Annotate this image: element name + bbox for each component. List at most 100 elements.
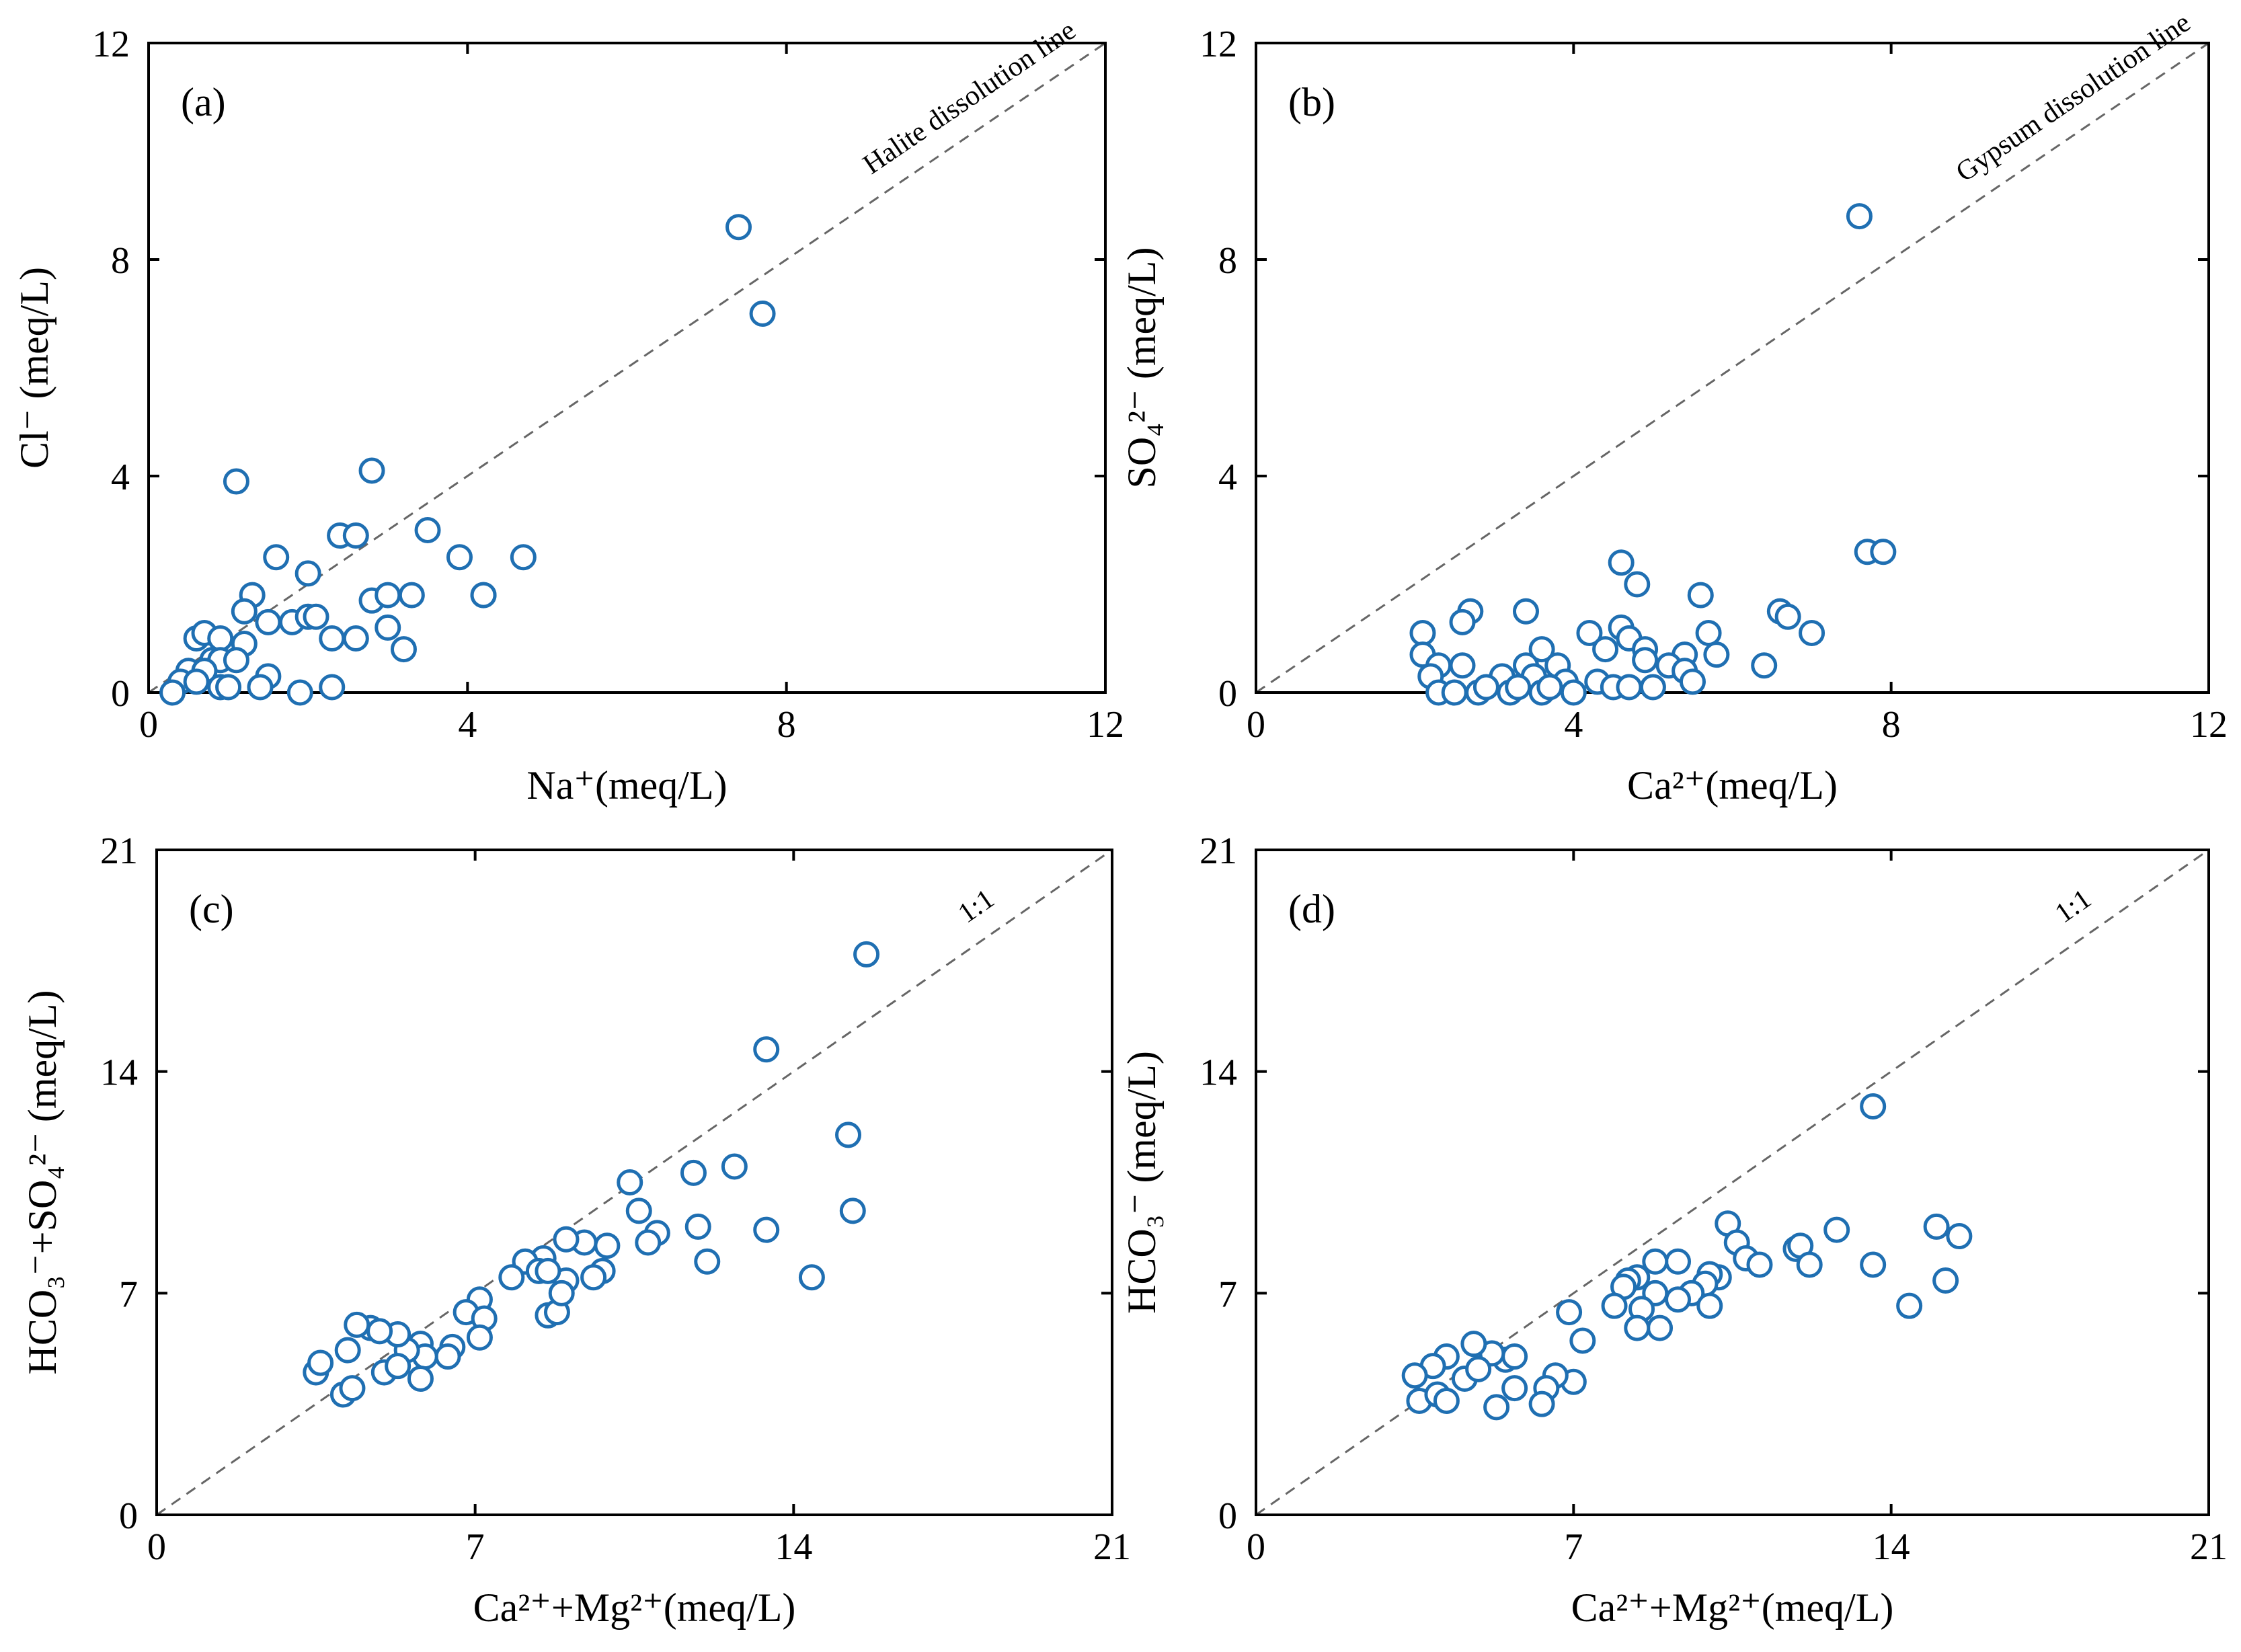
data-point xyxy=(1870,539,1897,565)
y-tick-label: 14 xyxy=(100,1052,138,1094)
data-point xyxy=(1642,1248,1669,1275)
data-point xyxy=(694,1248,721,1275)
data-point xyxy=(319,625,346,652)
reference-line-label: Gypsum dissolution line xyxy=(1951,7,2196,188)
y-tick-label: 21 xyxy=(100,830,138,872)
data-point xyxy=(1703,641,1730,668)
panel-tag: (a) xyxy=(181,80,226,124)
data-point xyxy=(1616,674,1643,701)
data-point xyxy=(286,679,313,706)
x-tick-label: 4 xyxy=(458,704,477,746)
data-point xyxy=(1932,1267,1959,1294)
data-point xyxy=(1823,1216,1850,1243)
plot-frame xyxy=(1255,849,2210,1516)
data-point xyxy=(1860,1251,1887,1278)
y-tick-label: 8 xyxy=(111,240,130,282)
y-tick-label: 0 xyxy=(119,1495,138,1537)
data-point xyxy=(342,625,369,652)
x-tick-label: 21 xyxy=(2190,1526,2228,1568)
data-point xyxy=(1679,668,1706,695)
data-point xyxy=(385,1353,411,1380)
data-point xyxy=(1465,1355,1492,1382)
data-point xyxy=(339,1375,366,1402)
panel-d: 0 7 14 21 0 7 14 21 Ca²⁺+Mg²⁺(meq/L) HCO₃⁻ (meq/L… xyxy=(1119,830,2228,1630)
data-point xyxy=(183,668,210,695)
x-tick-label: 0 xyxy=(139,704,158,746)
data-point xyxy=(366,1318,393,1345)
y-tick-label: 7 xyxy=(119,1273,138,1315)
panel-a: 0 4 8 12 0 4 8 12 Na⁺(meq/L) Cl⁻ (meq/L) (a) Halite… xyxy=(12,15,1124,808)
y-axis-title: HCO₃⁻ (meq/L) xyxy=(1119,1051,1164,1314)
x-tick-label: 21 xyxy=(1093,1526,1131,1568)
data-point xyxy=(1632,647,1659,674)
data-point xyxy=(398,582,425,608)
data-point xyxy=(1505,674,1532,701)
panel-tag: (c) xyxy=(189,887,234,931)
panel-b: 0 4 8 12 0 4 8 12 Ca²⁺(meq/L) SO₄²⁻ (meq/L) (b) Gyp… xyxy=(1119,7,2228,808)
data-point xyxy=(255,608,282,635)
data-point xyxy=(1449,608,1476,635)
data-point xyxy=(319,674,346,701)
x-tick-label: 14 xyxy=(775,1526,812,1568)
panel-tag: (b) xyxy=(1288,80,1335,124)
data-point xyxy=(1512,598,1539,625)
x-tick-label: 0 xyxy=(147,1526,166,1568)
data-point xyxy=(1472,674,1499,701)
data-point xyxy=(1665,1286,1692,1313)
data-point xyxy=(334,1337,361,1364)
data-point xyxy=(1695,619,1722,646)
data-point xyxy=(548,1280,575,1306)
x-axis-title: Na⁺(meq/L) xyxy=(526,763,727,808)
y-tick-label: 8 xyxy=(1218,240,1237,282)
data-point xyxy=(853,941,880,968)
data-point xyxy=(344,1311,370,1338)
data-point xyxy=(1556,1299,1583,1326)
reference-line xyxy=(1255,42,2209,694)
data-point xyxy=(749,301,776,327)
data-point xyxy=(407,1365,434,1392)
data-point xyxy=(753,1216,780,1243)
data-point xyxy=(1592,636,1619,663)
data-point xyxy=(1946,1223,1973,1250)
data-point xyxy=(375,582,401,608)
x-tick-label: 14 xyxy=(1873,1526,1910,1568)
data-point xyxy=(635,1229,662,1256)
data-point xyxy=(223,647,249,674)
data-point xyxy=(1528,636,1555,663)
y-tick-label: 12 xyxy=(92,24,130,65)
data-point xyxy=(215,674,242,701)
data-point xyxy=(680,1159,707,1186)
x-tick-label: 7 xyxy=(1564,1526,1583,1568)
data-point xyxy=(553,1226,580,1253)
x-tick-label: 0 xyxy=(1247,704,1265,746)
data-point xyxy=(446,544,473,571)
data-point xyxy=(223,468,249,495)
data-point xyxy=(1896,1292,1923,1319)
data-point xyxy=(342,522,369,549)
data-point xyxy=(839,1197,866,1224)
data-point xyxy=(798,1264,825,1291)
data-point xyxy=(1601,1292,1628,1319)
data-point xyxy=(1639,674,1666,701)
reference-line xyxy=(1255,849,2209,1516)
data-point xyxy=(1696,1292,1723,1319)
data-point xyxy=(1860,1093,1887,1119)
data-point xyxy=(725,214,752,241)
data-point xyxy=(1647,1314,1674,1341)
data-point xyxy=(1501,1343,1528,1370)
x-axis-title: Ca²⁺(meq/L) xyxy=(1627,763,1838,808)
data-point xyxy=(358,457,385,484)
data-point xyxy=(307,1349,334,1376)
y-tick-label: 0 xyxy=(1218,1495,1237,1537)
data-point xyxy=(721,1153,748,1180)
data-point xyxy=(580,1264,607,1291)
x-tick-label: 12 xyxy=(1087,704,1124,746)
data-point xyxy=(1528,1390,1555,1417)
data-point xyxy=(1687,582,1714,608)
data-point xyxy=(1624,1314,1651,1341)
reference-line-label: 1:1 xyxy=(2049,883,2096,929)
data-point xyxy=(1401,1362,1428,1389)
data-point xyxy=(1560,679,1587,706)
data-point xyxy=(414,517,441,543)
x-tick-label: 0 xyxy=(1247,1526,1265,1568)
